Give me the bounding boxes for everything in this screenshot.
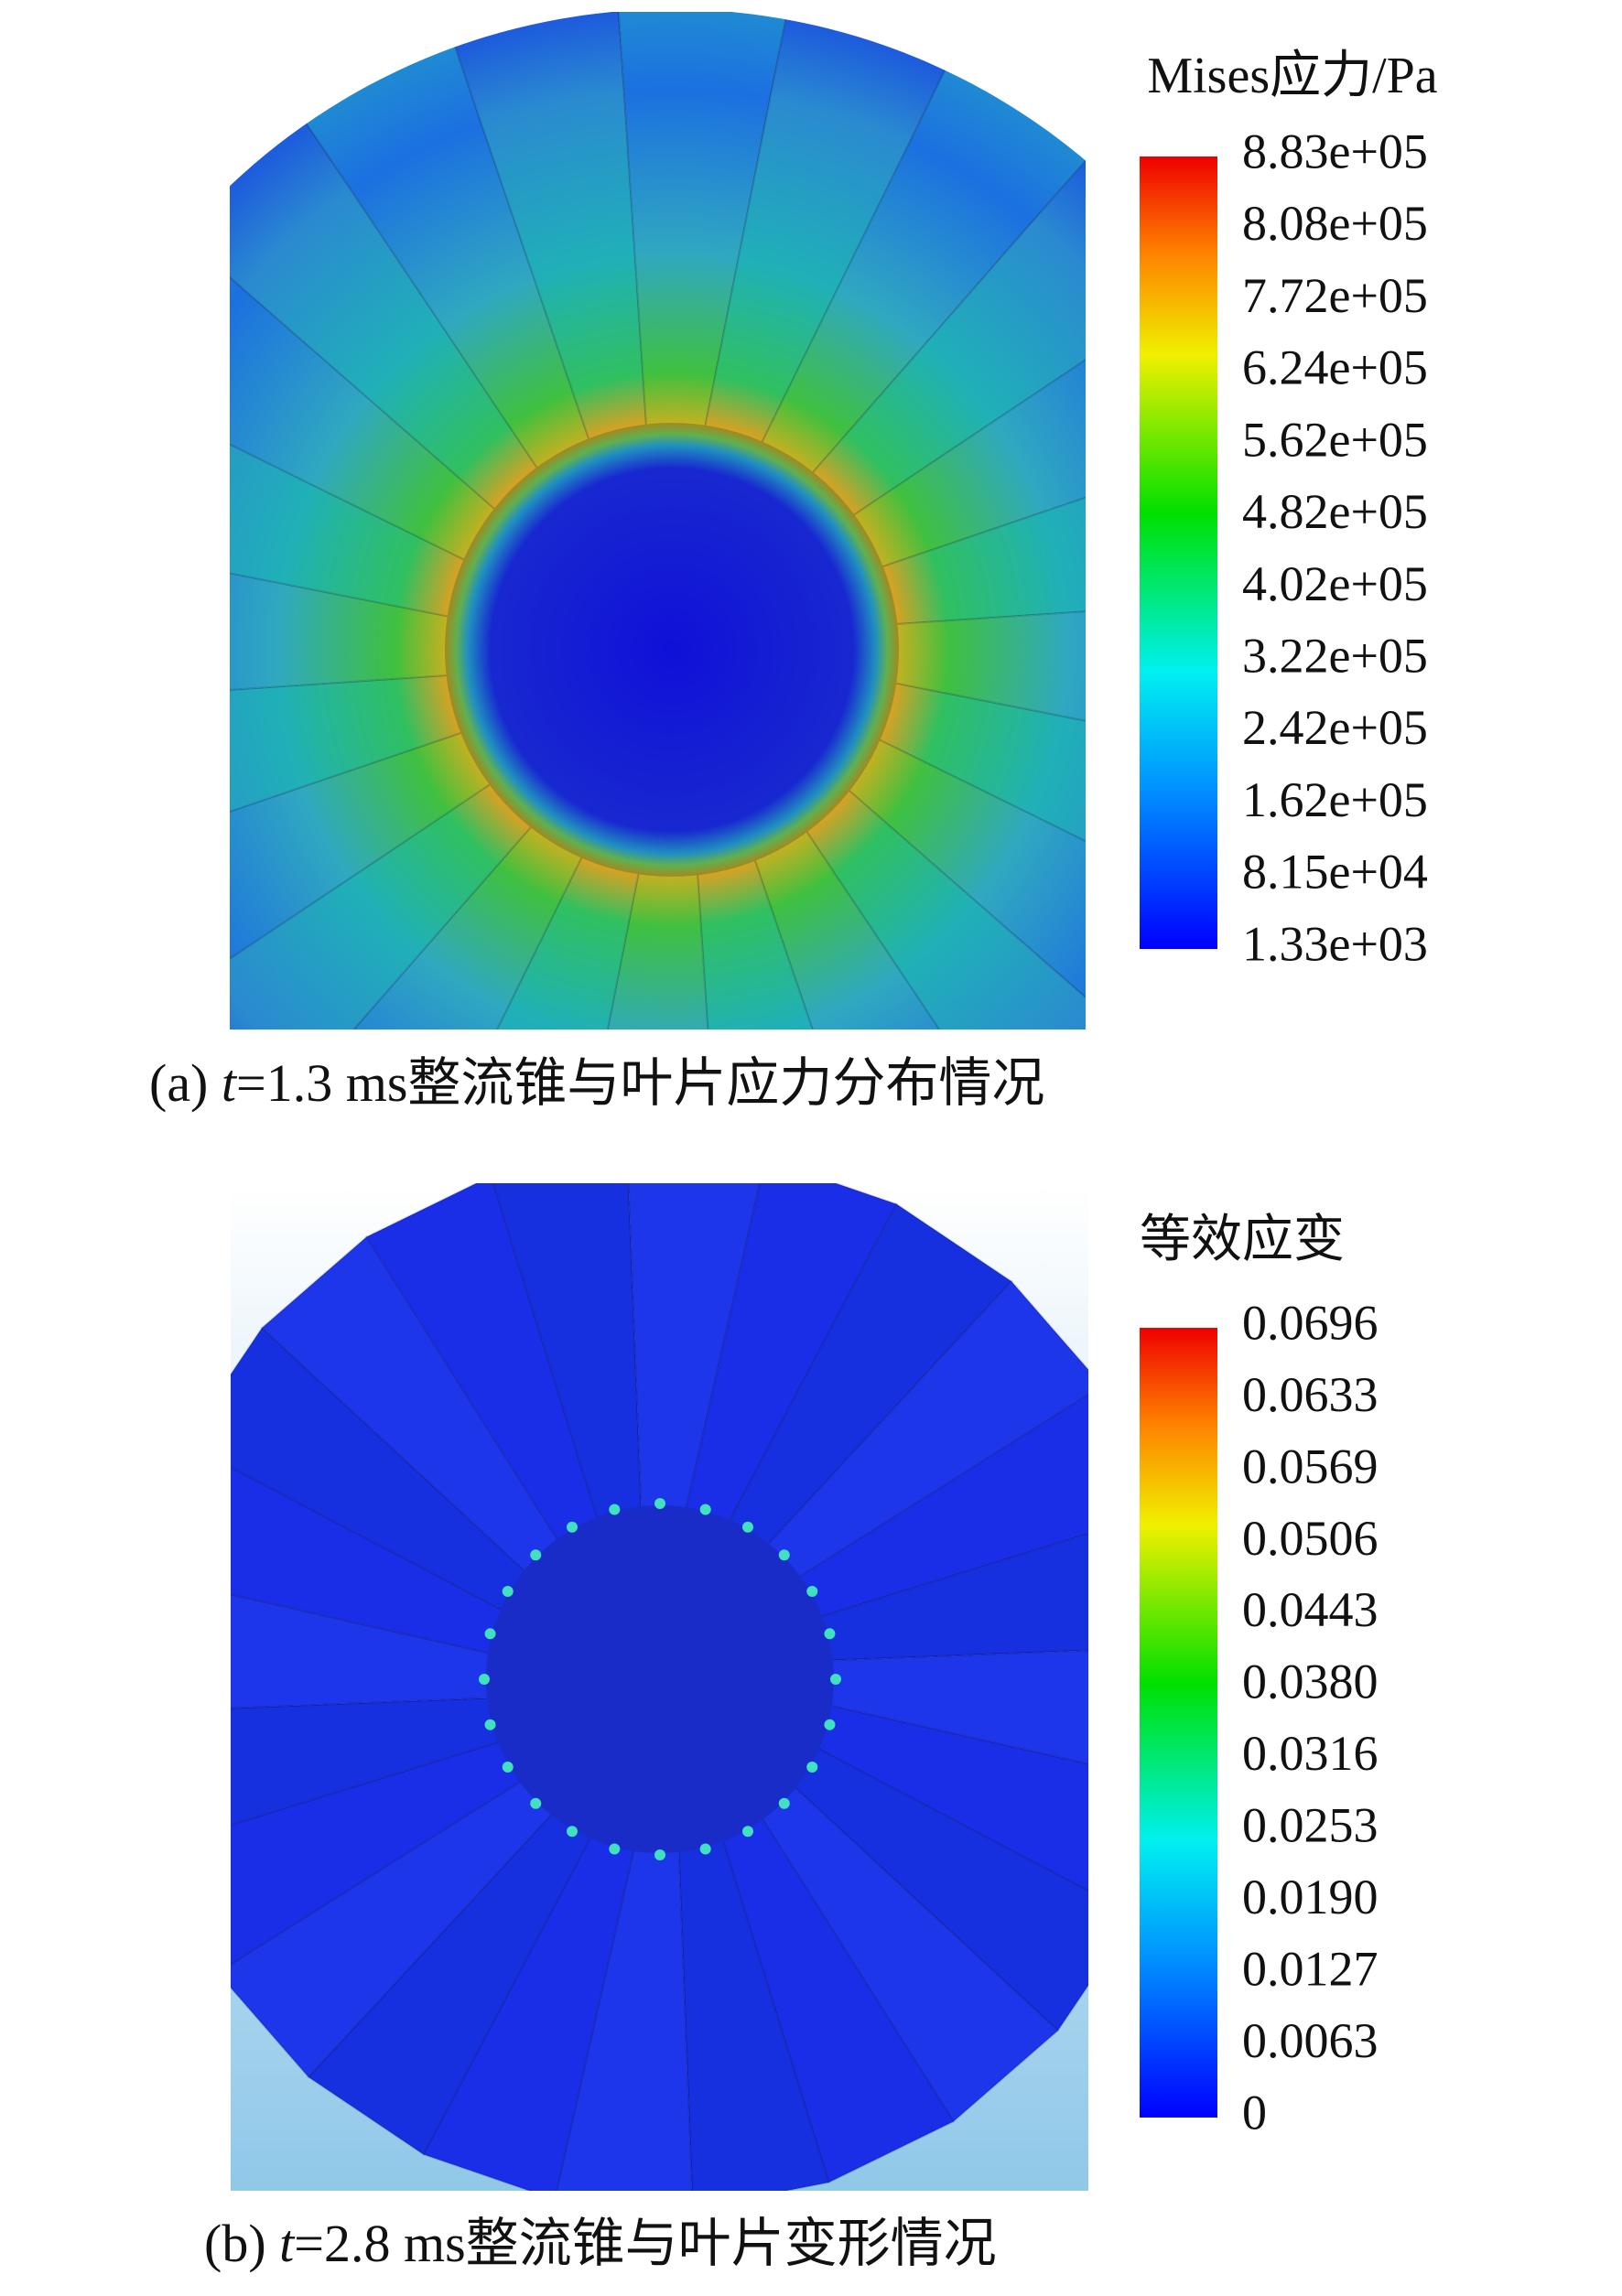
colorbar-label: 4.82e+05	[1242, 484, 1428, 539]
strain-spot	[609, 1504, 621, 1515]
strain-spot	[479, 1674, 490, 1685]
fan	[231, 1183, 1088, 2191]
hub	[486, 1505, 834, 1853]
colorbar-label: 3.22e+05	[1242, 628, 1428, 683]
colorbar-title: Mises应力/Pa	[1147, 48, 1437, 104]
caption-label: (b)	[204, 2214, 279, 2273]
strain-spot	[824, 1628, 836, 1640]
colorbar-label: 2.42e+05	[1242, 700, 1428, 755]
colorbar-label: 7.72e+05	[1242, 268, 1428, 323]
strain-spot	[778, 1797, 790, 1809]
colorbar-label: 0.0696	[1242, 1295, 1379, 1350]
strain-spot	[567, 1826, 578, 1838]
strain-spot	[530, 1797, 542, 1809]
strain-spot	[530, 1549, 542, 1561]
colorbar-title: 等效应变	[1140, 1212, 1345, 1268]
colorbar-label: 0.0633	[1242, 1367, 1379, 1422]
strain-spot	[609, 1843, 621, 1855]
colorbar-label: 0.0190	[1242, 1870, 1379, 1924]
colorbar-label: 0.0253	[1242, 1798, 1379, 1853]
caption-variable: t	[279, 2214, 296, 2273]
strain-spot	[502, 1586, 514, 1597]
colorbar-label: 8.15e+04	[1242, 845, 1428, 900]
caption: (a) t=1.3 ms整流锥与叶片应力分布情况	[149, 1053, 1044, 1113]
colorbar-label: 0.0569	[1242, 1439, 1379, 1493]
hub	[445, 423, 899, 877]
caption-label: (a)	[149, 1053, 222, 1113]
colorbar-label: 0.0316	[1242, 1726, 1379, 1781]
colorbar-label: 0.0506	[1242, 1511, 1379, 1566]
colorbar-label: 8.83e+05	[1242, 124, 1428, 178]
colorbar: 等效应变 0.0696 0.0633 0.0569 0.0506 0.0443 0.0380…	[1140, 1212, 1379, 2140]
strain-spot	[778, 1549, 790, 1561]
colorbar-label: 0	[1242, 2085, 1267, 2140]
strain-spot	[742, 1521, 753, 1533]
strain-spot	[699, 1843, 711, 1855]
colorbar-label: 4.02e+05	[1242, 556, 1428, 611]
strain-spot	[654, 1849, 665, 1860]
strain-spot	[742, 1826, 753, 1838]
colorbar-label: 0.0443	[1242, 1582, 1379, 1637]
strain-spot	[484, 1719, 496, 1730]
stress-plot	[230, 12, 1086, 1029]
strain-spot	[567, 1521, 578, 1533]
strain-spot	[502, 1762, 514, 1773]
strain-spot	[830, 1674, 841, 1685]
colorbar-label: 0.0063	[1242, 2013, 1379, 2068]
colorbar-gradient	[1140, 1328, 1217, 2118]
strain-spot	[699, 1504, 711, 1515]
strain-spot	[806, 1586, 818, 1597]
colorbar-label: 1.62e+05	[1242, 772, 1428, 827]
caption-variable: t	[222, 1053, 238, 1113]
strain-spot	[806, 1762, 818, 1773]
strain-plot	[231, 1183, 1088, 2191]
strain-spot	[824, 1719, 836, 1730]
caption-text: =2.8 ms整流锥与叶片变形情况	[294, 2214, 996, 2273]
colorbar-label: 0.0380	[1242, 1655, 1379, 1709]
colorbar-label: 6.24e+05	[1242, 340, 1428, 395]
colorbar-label: 5.62e+05	[1242, 412, 1428, 467]
colorbar-gradient	[1140, 156, 1217, 949]
colorbar-label: 1.33e+03	[1242, 916, 1428, 971]
colorbar: Mises应力/Pa 8.83e+05 8.08e+05 7.72e+05 6.24e+…	[1140, 48, 1438, 971]
fan	[230, 12, 1086, 1029]
strain-spot	[484, 1628, 496, 1640]
caption: (b) t=2.8 ms整流锥与叶片变形情况	[204, 2214, 997, 2273]
colorbar-label: 0.0127	[1242, 1941, 1379, 1996]
colorbar-label: 8.08e+05	[1242, 196, 1428, 251]
strain-spot	[654, 1498, 665, 1509]
caption-text: =1.3 ms整流锥与叶片应力分布情况	[236, 1053, 1044, 1113]
